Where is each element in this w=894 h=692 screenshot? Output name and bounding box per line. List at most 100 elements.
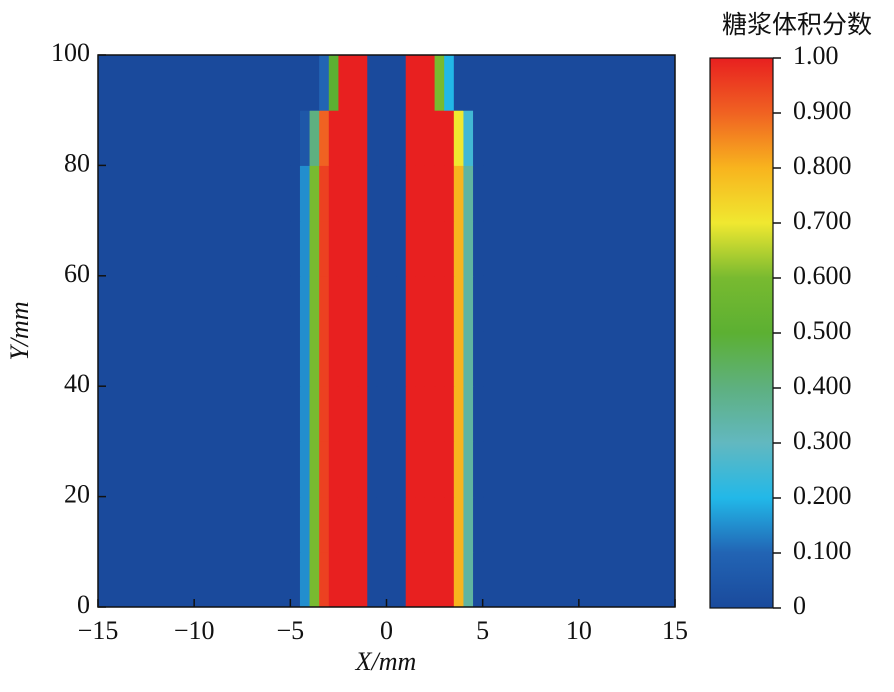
cell xyxy=(463,551,474,607)
cell xyxy=(463,110,474,166)
cell xyxy=(376,165,387,222)
cell xyxy=(434,386,445,442)
cell xyxy=(290,386,301,442)
cell xyxy=(328,55,339,111)
cell xyxy=(386,165,397,222)
cell xyxy=(415,110,426,166)
cell xyxy=(328,496,339,553)
cell xyxy=(319,165,330,222)
cell xyxy=(348,275,359,332)
cell xyxy=(424,386,436,442)
cell xyxy=(299,551,311,607)
cell xyxy=(453,165,464,222)
cell xyxy=(396,496,407,553)
x-axis-label: X/mm xyxy=(355,647,417,676)
cell xyxy=(453,551,464,607)
colorbar-tick-label: 0.500 xyxy=(793,316,852,345)
cell xyxy=(319,55,330,111)
y-tick-label: 100 xyxy=(51,38,90,67)
cell xyxy=(463,441,474,498)
cell xyxy=(328,165,339,222)
cell xyxy=(309,386,320,442)
cell xyxy=(453,386,464,442)
cell xyxy=(434,275,445,332)
cell xyxy=(328,110,339,166)
x-tick-label: −5 xyxy=(276,616,304,645)
cell xyxy=(463,165,474,222)
cell xyxy=(396,275,407,332)
cell xyxy=(367,165,378,222)
cell xyxy=(338,55,349,111)
cell xyxy=(434,496,445,553)
cell xyxy=(386,496,397,553)
cell xyxy=(415,441,426,498)
colorbar xyxy=(709,57,774,609)
cell xyxy=(367,441,378,498)
cell xyxy=(415,55,426,111)
cell xyxy=(309,165,320,222)
cell xyxy=(386,551,397,607)
cell xyxy=(299,110,311,166)
cell xyxy=(290,220,301,277)
cell xyxy=(376,110,387,166)
cell xyxy=(367,275,378,332)
cell xyxy=(386,386,397,442)
cell xyxy=(290,496,301,553)
cell xyxy=(348,55,359,111)
cell xyxy=(415,331,426,387)
cell xyxy=(405,275,416,332)
cell xyxy=(386,441,397,498)
cell xyxy=(309,220,320,277)
cell xyxy=(434,551,445,607)
cell xyxy=(319,496,330,553)
cell xyxy=(396,551,407,607)
cell xyxy=(376,55,387,111)
cell xyxy=(348,110,359,166)
cell xyxy=(367,496,378,553)
cell xyxy=(444,55,455,111)
cell xyxy=(376,551,387,607)
cell xyxy=(453,55,464,111)
cell xyxy=(424,165,436,222)
cell xyxy=(319,220,330,277)
cell xyxy=(338,386,349,442)
cell xyxy=(299,165,311,222)
cell xyxy=(444,496,455,553)
cell xyxy=(367,110,378,166)
cell xyxy=(444,551,455,607)
cell xyxy=(309,496,320,553)
cell xyxy=(434,220,445,277)
colorbar-tick-label: 0.600 xyxy=(793,261,852,290)
y-tick-label: 60 xyxy=(64,259,90,288)
cell xyxy=(299,496,311,553)
cell xyxy=(424,551,436,607)
x-tick-label: 0 xyxy=(380,616,393,645)
cell xyxy=(415,386,426,442)
cell xyxy=(405,110,416,166)
x-tick-label: −15 xyxy=(78,616,119,645)
y-tick-label: 0 xyxy=(77,590,90,619)
cell xyxy=(405,331,416,387)
cell xyxy=(357,551,368,607)
cell xyxy=(299,331,311,387)
cell xyxy=(415,551,426,607)
cell xyxy=(348,220,359,277)
cell xyxy=(453,275,464,332)
cell xyxy=(376,441,387,498)
cell xyxy=(357,496,368,553)
colorbar-tick-label: 0.700 xyxy=(793,206,852,235)
cell xyxy=(290,165,301,222)
cell xyxy=(299,441,311,498)
y-tick-label: 80 xyxy=(64,148,90,177)
cell xyxy=(290,275,301,332)
cell xyxy=(396,110,407,166)
cell xyxy=(453,110,464,166)
colorbar-tick-label: 0.100 xyxy=(793,536,852,565)
cell xyxy=(357,386,368,442)
cell xyxy=(309,331,320,387)
cell xyxy=(424,110,436,166)
cell xyxy=(415,496,426,553)
cell xyxy=(376,331,387,387)
cell xyxy=(299,55,311,111)
